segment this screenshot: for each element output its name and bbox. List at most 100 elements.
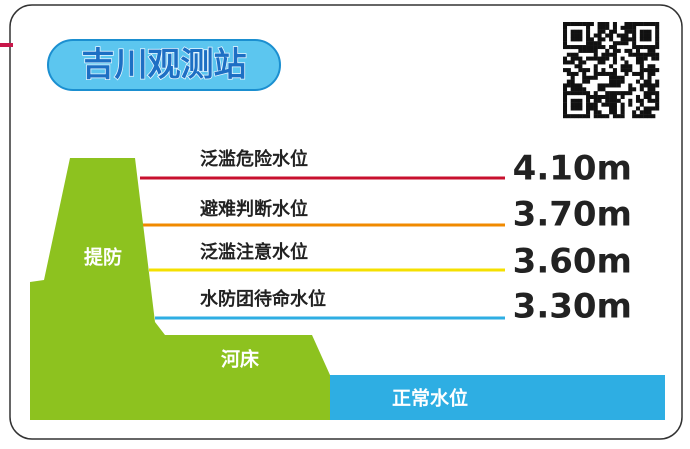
qr-module: [612, 98, 617, 103]
qr-module: [597, 45, 602, 50]
qr-module: [601, 45, 606, 50]
qr-module: [612, 83, 617, 88]
qr-module: [651, 52, 656, 57]
qr-module: [632, 22, 637, 27]
title: 吉川观测站: [82, 45, 247, 84]
qr-module: [601, 87, 606, 92]
qr-module: [578, 56, 583, 61]
qr-module: [624, 64, 629, 69]
normal-water: [330, 375, 665, 420]
qr-module: [620, 64, 625, 69]
qr-module: [566, 79, 571, 84]
riverbed-label: 河床: [221, 348, 259, 371]
qr-module: [655, 29, 660, 34]
qr-module: [601, 83, 606, 88]
qr-module: [616, 91, 621, 96]
qr-module: [601, 68, 606, 73]
qr-module: [578, 48, 583, 53]
qr-module: [655, 25, 660, 30]
qr-module: [563, 110, 568, 115]
qr-module: [639, 114, 644, 119]
qr-code: [563, 22, 660, 119]
qr-module: [639, 71, 644, 76]
qr-module: [574, 37, 579, 42]
qr-module: [578, 68, 583, 73]
qr-module: [635, 114, 640, 119]
qr-module: [643, 56, 648, 61]
qr-module: [563, 68, 568, 73]
qr-module: [647, 33, 652, 38]
qr-module: [635, 94, 640, 99]
qr-module: [635, 71, 640, 76]
qr-module: [612, 52, 617, 57]
qr-module: [586, 48, 591, 53]
qr-module: [593, 114, 598, 119]
level-value: 3.30m: [513, 287, 632, 327]
qr-module: [624, 48, 629, 53]
qr-module: [647, 106, 652, 111]
qr-module: [597, 56, 602, 61]
qr-module: [566, 22, 571, 27]
qr-module: [609, 79, 614, 84]
level-value: 4.10m: [513, 149, 632, 189]
qr-module: [612, 25, 617, 30]
qr-module: [639, 102, 644, 107]
qr-module: [601, 60, 606, 65]
qr-module: [593, 106, 598, 111]
qr-module: [635, 60, 640, 65]
qr-module: [593, 48, 598, 53]
qr-module: [632, 110, 637, 115]
levee: [30, 158, 330, 420]
qr-module: [570, 98, 575, 103]
qr-module: [628, 37, 633, 42]
qr-module: [639, 64, 644, 69]
qr-module: [605, 102, 610, 107]
qr-module: [639, 22, 644, 27]
qr-module: [597, 41, 602, 46]
qr-module: [601, 37, 606, 42]
qr-module: [563, 102, 568, 107]
qr-module: [582, 48, 587, 53]
qr-module: [605, 71, 610, 76]
qr-module: [655, 37, 660, 42]
qr-module: [616, 114, 621, 119]
level-label: 泛滥注意水位: [200, 241, 308, 263]
qr-module: [593, 94, 598, 99]
qr-module: [651, 56, 656, 61]
qr-module: [593, 91, 598, 96]
qr-module: [612, 71, 617, 76]
qr-module: [578, 106, 583, 111]
qr-module: [574, 52, 579, 57]
qr-module: [574, 71, 579, 76]
qr-module: [612, 60, 617, 65]
qr-module: [563, 33, 568, 38]
qr-module: [563, 114, 568, 119]
qr-module: [643, 106, 648, 111]
qr-module: [647, 94, 652, 99]
qr-module: [563, 25, 568, 30]
qr-module: [647, 37, 652, 42]
qr-module: [586, 75, 591, 80]
qr-module: [586, 114, 591, 119]
qr-module: [605, 98, 610, 103]
qr-module: [643, 114, 648, 119]
qr-module: [586, 37, 591, 42]
qr-module: [628, 68, 633, 73]
qr-module: [593, 33, 598, 38]
qr-module: [651, 83, 656, 88]
qr-module: [655, 52, 660, 57]
qr-module: [620, 33, 625, 38]
qr-module: [570, 87, 575, 92]
qr-module: [628, 22, 633, 27]
qr-module: [593, 45, 598, 50]
qr-module: [616, 79, 621, 84]
qr-module: [612, 94, 617, 99]
qr-module: [609, 94, 614, 99]
qr-module: [593, 102, 598, 107]
qr-module: [628, 64, 633, 69]
qr-module: [570, 75, 575, 80]
qr-module: [578, 45, 583, 50]
qr-module: [639, 98, 644, 103]
qr-module: [574, 33, 579, 38]
qr-module: [655, 68, 660, 73]
